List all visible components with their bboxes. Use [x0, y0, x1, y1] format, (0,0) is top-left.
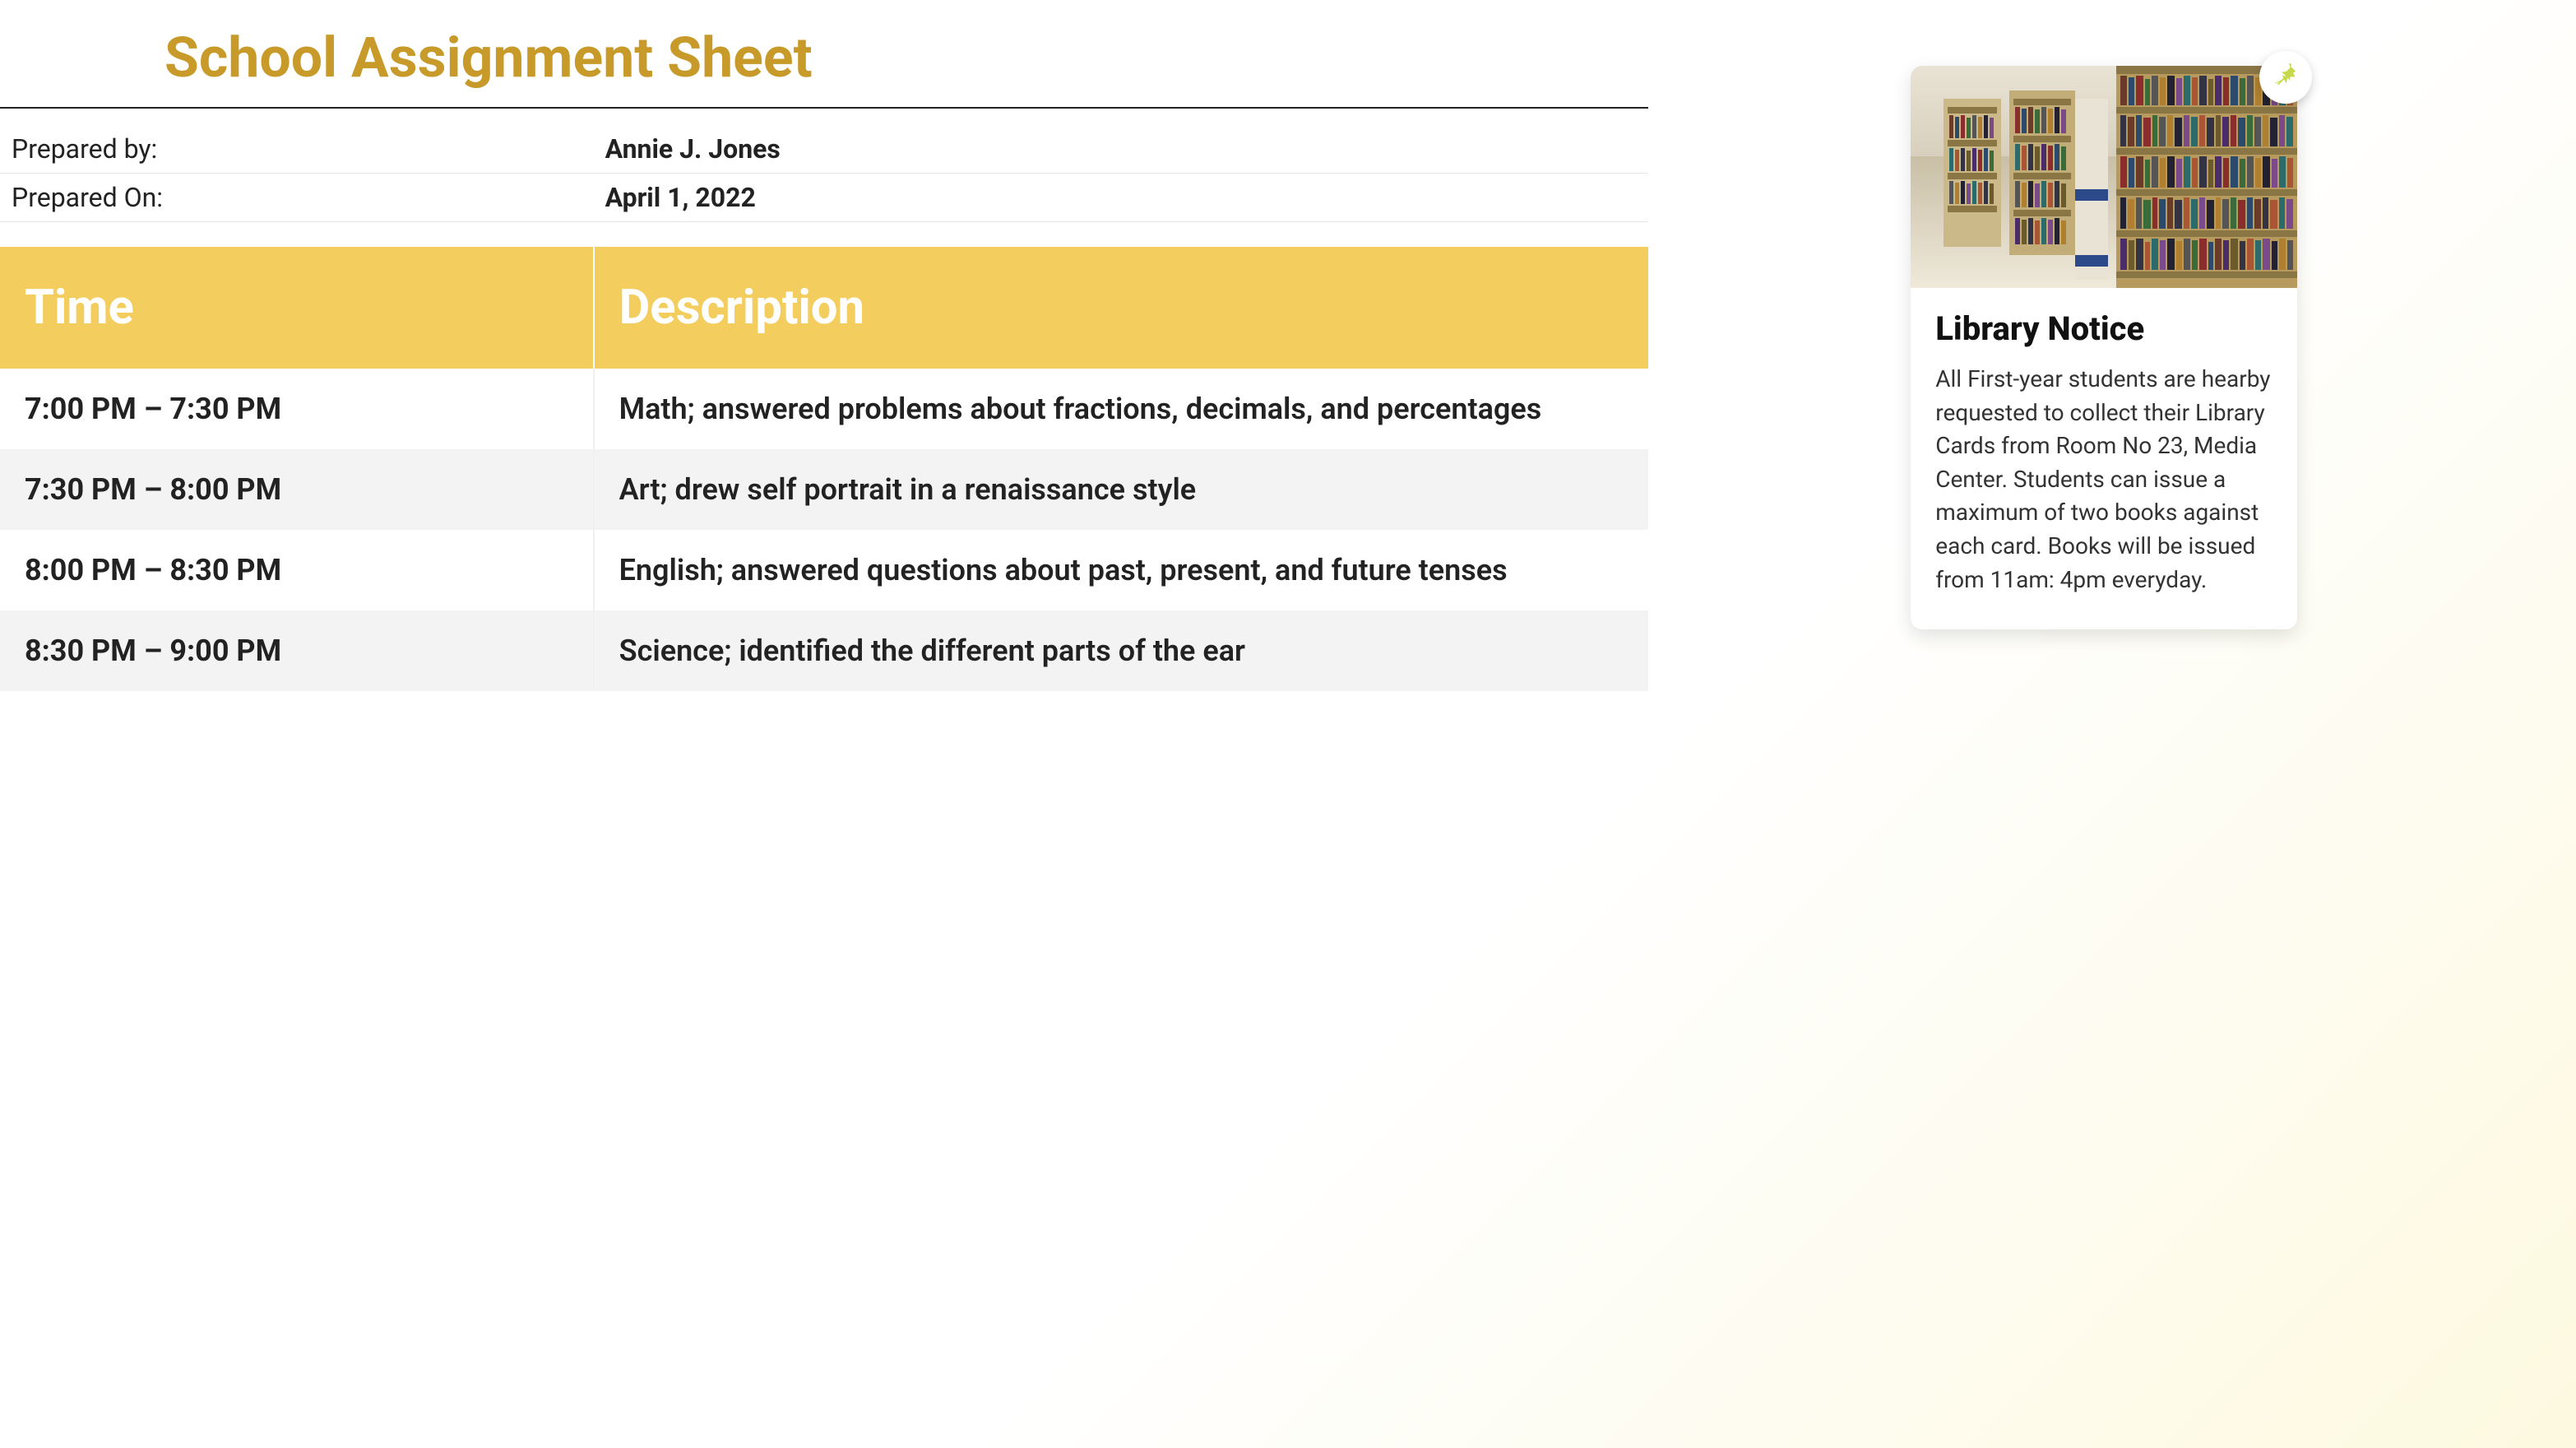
col-header-time: Time	[0, 247, 594, 369]
cell-desc: Science; identified the different parts …	[594, 610, 1649, 691]
meta-table: Prepared by: Annie J. Jones Prepared On:…	[0, 125, 1648, 222]
meta-label-preparedon: Prepared On:	[0, 174, 594, 222]
meta-value-preparedon: April 1, 2022	[594, 174, 1649, 222]
notice-title: Library Notice	[1935, 309, 2273, 348]
cell-desc: Art; drew self portrait in a renaissance…	[594, 449, 1649, 530]
notice-text: All First-year students are hearby reque…	[1935, 363, 2273, 596]
pin-badge	[2259, 51, 2312, 104]
cell-time: 8:30 PM – 9:00 PM	[0, 610, 594, 691]
assignment-sheet-panel: School Assignment Sheet Prepared by: Ann…	[0, 0, 1648, 1448]
title-rule	[0, 107, 1648, 109]
table-row: 8:00 PM – 8:30 PM English; answered ques…	[0, 530, 1648, 610]
notice-card: Library Notice All First-year students a…	[1911, 66, 2297, 629]
table-row: 7:30 PM – 8:00 PM Art; drew self portrai…	[0, 449, 1648, 530]
meta-label-preparedby: Prepared by:	[0, 125, 594, 174]
meta-row: Prepared On: April 1, 2022	[0, 174, 1648, 222]
notice-panel: Library Notice All First-year students a…	[1648, 0, 2576, 1448]
notice-image	[1911, 66, 2297, 288]
cell-desc: English; answered questions about past, …	[594, 530, 1649, 610]
cell-time: 7:00 PM – 7:30 PM	[0, 369, 594, 449]
table-row: 8:30 PM – 9:00 PM Science; identified th…	[0, 610, 1648, 691]
notice-body: Library Notice All First-year students a…	[1911, 288, 2297, 629]
schedule-table: Time Description 7:00 PM – 7:30 PM Math;…	[0, 247, 1648, 691]
meta-value-preparedby: Annie J. Jones	[594, 125, 1649, 174]
cell-time: 8:00 PM – 8:30 PM	[0, 530, 594, 610]
table-row: 7:00 PM – 7:30 PM Math; answered problem…	[0, 369, 1648, 449]
pushpin-icon	[2273, 63, 2298, 91]
cell-time: 7:30 PM – 8:00 PM	[0, 449, 594, 530]
cell-desc: Math; answered problems about fractions,…	[594, 369, 1649, 449]
page-title: School Assignment Sheet	[0, 0, 1648, 107]
col-header-description: Description	[594, 247, 1649, 369]
meta-row: Prepared by: Annie J. Jones	[0, 125, 1648, 174]
